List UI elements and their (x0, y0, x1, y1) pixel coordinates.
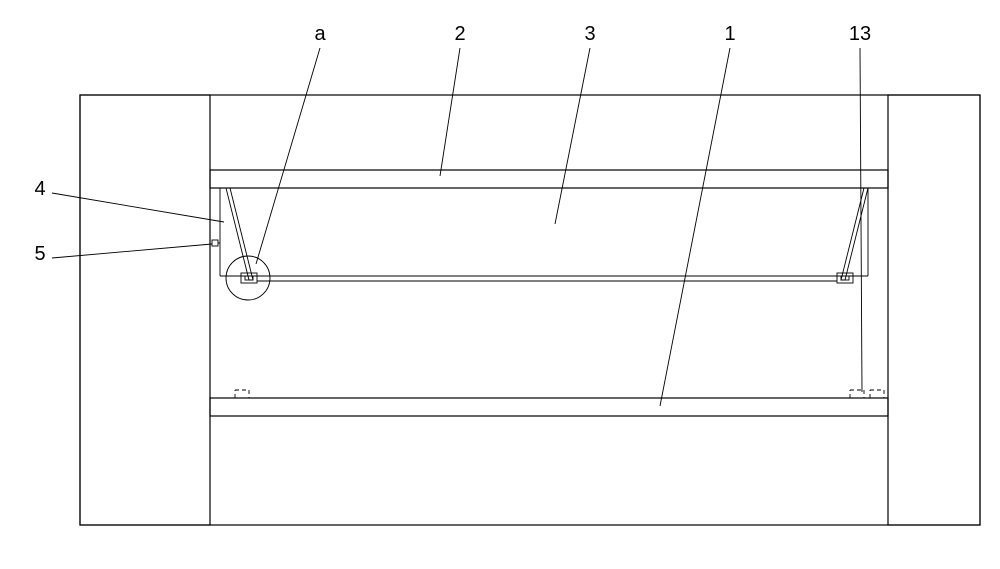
label-n2: 2 (454, 23, 465, 45)
label-n3: 3 (584, 23, 595, 45)
label-a: a (314, 23, 326, 45)
label-n4: 4 (34, 178, 45, 200)
label-n13: 13 (849, 23, 871, 45)
label-n1: 1 (724, 23, 735, 45)
label-n5: 5 (34, 243, 45, 265)
